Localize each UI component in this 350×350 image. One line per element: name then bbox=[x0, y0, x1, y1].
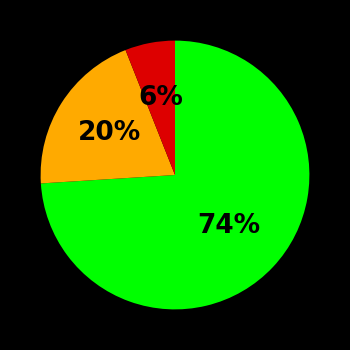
Text: 20%: 20% bbox=[78, 120, 141, 146]
Wedge shape bbox=[41, 50, 175, 183]
Wedge shape bbox=[126, 41, 175, 175]
Text: 74%: 74% bbox=[197, 212, 260, 239]
Wedge shape bbox=[41, 41, 309, 309]
Text: 6%: 6% bbox=[138, 85, 183, 111]
